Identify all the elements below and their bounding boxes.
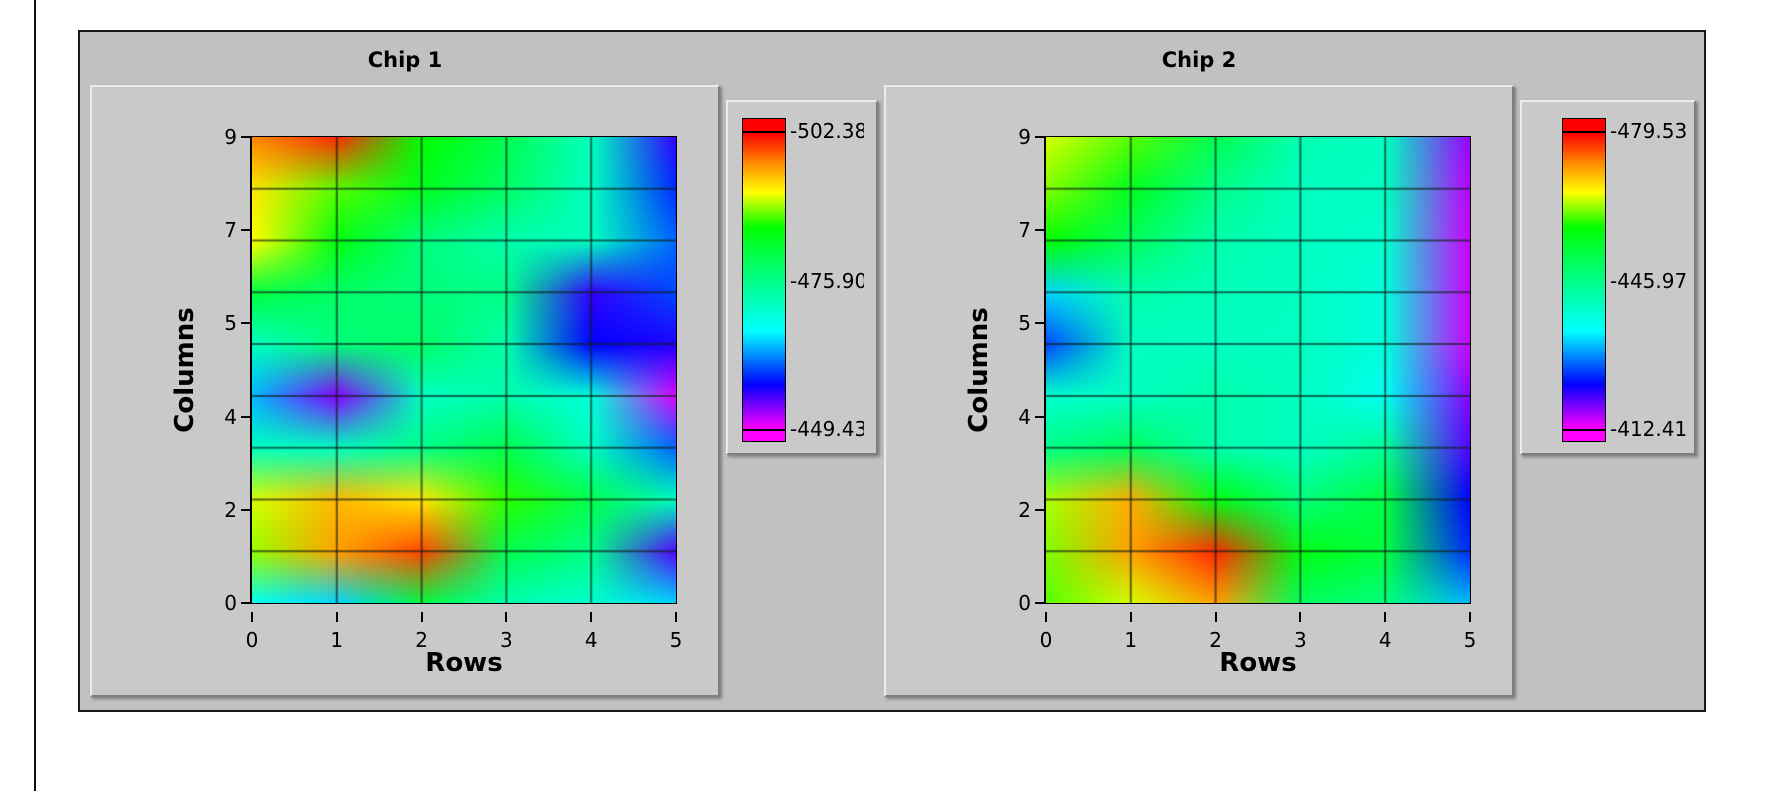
x-axis-label-chip-2: Rows (1219, 648, 1297, 678)
x-tick-mark (675, 612, 677, 622)
y-tick-mark (241, 136, 250, 138)
scale-gradient-chip-1 (743, 133, 785, 429)
y-tick-label: 7 (1018, 218, 1031, 243)
x-tick-mark (1299, 612, 1302, 622)
y-tick-label: 5 (1018, 311, 1031, 336)
y-tick-mark (241, 508, 250, 511)
heatmap-canvas-chip-1[interactable] (252, 137, 676, 603)
y-tick-label: 0 (1018, 591, 1031, 615)
y-tick-mark (1035, 229, 1044, 232)
y-tick-mark (241, 415, 250, 418)
scale-separator (1563, 131, 1605, 133)
heatmap-canvas-chip-2[interactable] (1046, 137, 1470, 603)
y-tick-label: 2 (224, 497, 237, 522)
x-tick-label: 0 (1039, 628, 1053, 652)
color-scale-panel-chip-2 (1520, 100, 1696, 455)
scale-gradient-chip-2 (1563, 133, 1605, 429)
y-tick-mark (241, 602, 250, 604)
y-tick-mark (241, 322, 250, 325)
x-tick-mark (1129, 612, 1132, 622)
scale-overflow-low-chip-1 (743, 431, 785, 441)
color-scale-bar-chip-2[interactable] (1562, 118, 1606, 442)
x-tick-label: 4 (1378, 628, 1392, 652)
y-tick-mark (1035, 136, 1044, 138)
y-tick-mark (1035, 602, 1044, 604)
x-tick-label: 1 (330, 628, 344, 652)
y-axis-label-chip-2: Columns (964, 307, 994, 433)
y-tick-label: 4 (224, 404, 237, 429)
x-tick-mark (1045, 612, 1047, 622)
x-tick-label: 3 (500, 628, 513, 652)
y-tick-label: 5 (224, 311, 237, 336)
y-tick-mark (1035, 322, 1044, 325)
y-tick-label: 0 (224, 591, 237, 615)
scale-overflow-high-chip-2 (1563, 119, 1605, 131)
scale-label-mid-chip-2: -445.97 (1610, 269, 1688, 293)
x-tick-label: 2 (1209, 628, 1222, 652)
y-tick-mark (241, 229, 250, 232)
x-tick-label: 3 (1294, 628, 1307, 652)
x-tick-mark (1469, 612, 1471, 622)
y-tick-label: 9 (1018, 125, 1031, 149)
window-left-border-line (34, 0, 36, 791)
x-tick-label: 2 (415, 628, 428, 652)
y-tick-label: 7 (224, 218, 237, 243)
y-tick-label: 4 (1018, 404, 1031, 429)
x-tick-mark (505, 612, 508, 622)
scale-label-mid-chip-1: -475.90 (790, 269, 864, 293)
y-tick-label: 9 (224, 125, 237, 149)
x-tick-mark (420, 612, 423, 622)
scale-separator (1563, 429, 1605, 431)
chart-title-chip-2: Chip 2 (1161, 48, 1237, 72)
x-tick-mark (335, 612, 338, 622)
y-tick-mark (1035, 415, 1044, 418)
x-tick-label: 0 (245, 628, 259, 652)
scale-overflow-low-chip-2 (1563, 431, 1605, 441)
y-axis-label-chip-1: Columns (170, 307, 200, 433)
scale-separator (743, 429, 785, 431)
x-tick-label: 5 (669, 628, 683, 652)
scale-label-high-chip-2: -479.53 (1610, 119, 1688, 143)
color-scale-bar-chip-1[interactable] (742, 118, 786, 442)
heatmap-plot-chip-2[interactable] (1044, 136, 1471, 604)
x-tick-label: 5 (1463, 628, 1477, 652)
scale-overflow-high-chip-1 (743, 119, 785, 131)
x-tick-mark (1384, 612, 1387, 622)
x-tick-mark (251, 612, 253, 622)
heatmap-plot-chip-1[interactable] (250, 136, 677, 604)
x-axis-label-chip-1: Rows (425, 648, 503, 678)
x-tick-mark (590, 612, 593, 622)
y-tick-mark (1035, 508, 1044, 511)
scale-label-high-chip-1: -502.38 (790, 119, 864, 143)
chart-title-chip-1: Chip 1 (367, 48, 443, 72)
scale-label-low-chip-1: -449.43 (790, 417, 864, 441)
y-tick-label: 2 (1018, 497, 1031, 522)
scale-label-low-chip-2: -412.41 (1610, 417, 1688, 441)
x-tick-mark (1214, 612, 1217, 622)
x-tick-label: 4 (584, 628, 598, 652)
x-tick-label: 1 (1124, 628, 1138, 652)
scale-separator (743, 131, 785, 133)
